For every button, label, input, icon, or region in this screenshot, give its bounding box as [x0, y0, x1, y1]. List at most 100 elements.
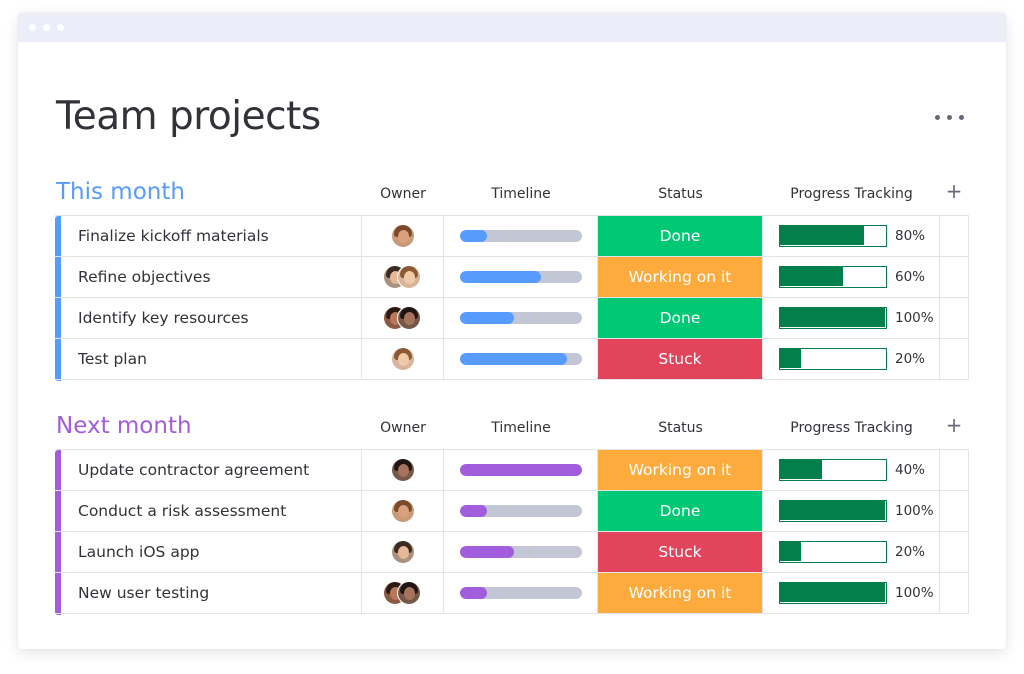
owner-cell[interactable] [362, 216, 444, 256]
item-name[interactable]: Finalize kickoff materials [78, 227, 269, 245]
status-label[interactable]: Working on it [598, 450, 762, 490]
status-label[interactable]: Stuck [598, 339, 762, 379]
item-name[interactable]: Update contractor agreement [78, 461, 310, 479]
status-cell[interactable]: Done [598, 298, 763, 338]
status-cell[interactable]: Working on it [598, 450, 763, 490]
item-name-cell[interactable]: Update contractor agreement [55, 450, 362, 490]
group-title[interactable]: Next month [56, 413, 192, 439]
owner-cell[interactable] [362, 257, 444, 297]
column-header-timeline[interactable]: Timeline [491, 186, 551, 202]
owner-avatar[interactable] [397, 265, 421, 289]
table-row[interactable]: Conduct a risk assessment Done 100% [55, 491, 969, 532]
status-cell[interactable]: Done [598, 216, 763, 256]
progress-percent: 100% [895, 585, 934, 601]
owner-avatar[interactable] [391, 499, 415, 523]
item-name-cell[interactable]: Conduct a risk assessment [55, 491, 362, 531]
add-column-icon[interactable]: + [945, 413, 963, 437]
item-name[interactable]: Test plan [78, 350, 147, 368]
timeline-cell[interactable] [444, 532, 598, 572]
item-name[interactable]: Identify key resources [78, 309, 249, 327]
table-row[interactable]: Update contractor agreement Working on it… [55, 450, 969, 491]
item-name[interactable]: Launch iOS app [78, 543, 200, 561]
timeline-bar[interactable] [460, 464, 582, 476]
timeline-cell[interactable] [444, 573, 598, 613]
status-label[interactable]: Working on it [598, 573, 762, 613]
owner-avatar[interactable] [397, 306, 421, 330]
timeline-cell[interactable] [444, 450, 598, 490]
group-title[interactable]: This month [56, 179, 185, 205]
progress-bar [779, 500, 887, 522]
timeline-cell[interactable] [444, 339, 598, 379]
status-cell[interactable]: Done [598, 491, 763, 531]
status-label[interactable]: Working on it [598, 257, 762, 297]
item-name[interactable]: New user testing [78, 584, 210, 602]
status-label[interactable]: Done [598, 491, 762, 531]
column-header-status[interactable]: Status [658, 186, 703, 202]
owner-avatar[interactable] [391, 347, 415, 371]
status-label[interactable]: Done [598, 298, 762, 338]
timeline-cell[interactable] [444, 491, 598, 531]
item-name[interactable]: Refine objectives [78, 268, 211, 286]
table-row[interactable]: New user testing Working on it 100% [55, 573, 969, 614]
empty-cell[interactable] [940, 298, 969, 338]
timeline-cell[interactable] [444, 216, 598, 256]
empty-cell[interactable] [940, 339, 969, 379]
item-name-cell[interactable]: Test plan [55, 339, 362, 379]
table-row[interactable]: Identify key resources Done 100% [55, 298, 969, 339]
timeline-cell[interactable] [444, 257, 598, 297]
owner-avatar[interactable] [391, 224, 415, 248]
more-options-icon[interactable] [932, 109, 968, 125]
empty-cell[interactable] [940, 216, 969, 256]
progress-bar [779, 348, 887, 370]
owner-avatar[interactable] [391, 540, 415, 564]
table-row[interactable]: Refine objectives Working on it 60% [55, 257, 969, 298]
owner-cell[interactable] [362, 573, 444, 613]
timeline-bar[interactable] [460, 230, 582, 242]
owner-avatar[interactable] [397, 581, 421, 605]
timeline-cell[interactable] [444, 298, 598, 338]
empty-cell[interactable] [940, 491, 969, 531]
column-header-owner[interactable]: Owner [380, 186, 426, 202]
status-cell[interactable]: Stuck [598, 339, 763, 379]
progress-bar [779, 541, 887, 563]
status-label[interactable]: Stuck [598, 532, 762, 572]
add-column-icon[interactable]: + [945, 179, 963, 203]
empty-cell[interactable] [940, 450, 969, 490]
empty-cell[interactable] [940, 532, 969, 572]
owner-cell[interactable] [362, 298, 444, 338]
column-header-status[interactable]: Status [658, 420, 703, 436]
timeline-bar[interactable] [460, 546, 582, 558]
column-header-progress[interactable]: Progress Tracking [790, 186, 913, 202]
timeline-fill [460, 587, 487, 599]
timeline-bar[interactable] [460, 505, 582, 517]
owner-cell[interactable] [362, 450, 444, 490]
table-row[interactable]: Test plan Stuck 20% [55, 339, 969, 380]
status-label[interactable]: Done [598, 216, 762, 256]
empty-cell[interactable] [940, 573, 969, 613]
owner-cell[interactable] [362, 532, 444, 572]
status-cell[interactable]: Working on it [598, 257, 763, 297]
item-name-cell[interactable]: Identify key resources [55, 298, 362, 338]
item-name-cell[interactable]: New user testing [55, 573, 362, 613]
owner-avatar[interactable] [391, 458, 415, 482]
item-name-cell[interactable]: Refine objectives [55, 257, 362, 297]
timeline-bar[interactable] [460, 353, 582, 365]
item-name-cell[interactable]: Finalize kickoff materials [55, 216, 362, 256]
group-color-bar [55, 216, 61, 381]
empty-cell[interactable] [940, 257, 969, 297]
timeline-bar[interactable] [460, 587, 582, 599]
owner-cell[interactable] [362, 491, 444, 531]
table-row[interactable]: Finalize kickoff materials Done 80% [55, 216, 969, 257]
item-name[interactable]: Conduct a risk assessment [78, 502, 287, 520]
timeline-bar[interactable] [460, 271, 582, 283]
table-row[interactable]: Launch iOS app Stuck 20% [55, 532, 969, 573]
status-cell[interactable]: Stuck [598, 532, 763, 572]
item-name-cell[interactable]: Launch iOS app [55, 532, 362, 572]
column-header-timeline[interactable]: Timeline [491, 420, 551, 436]
progress-fill [780, 501, 885, 520]
owner-cell[interactable] [362, 339, 444, 379]
status-cell[interactable]: Working on it [598, 573, 763, 613]
column-header-owner[interactable]: Owner [380, 420, 426, 436]
column-header-progress[interactable]: Progress Tracking [790, 420, 913, 436]
timeline-bar[interactable] [460, 312, 582, 324]
